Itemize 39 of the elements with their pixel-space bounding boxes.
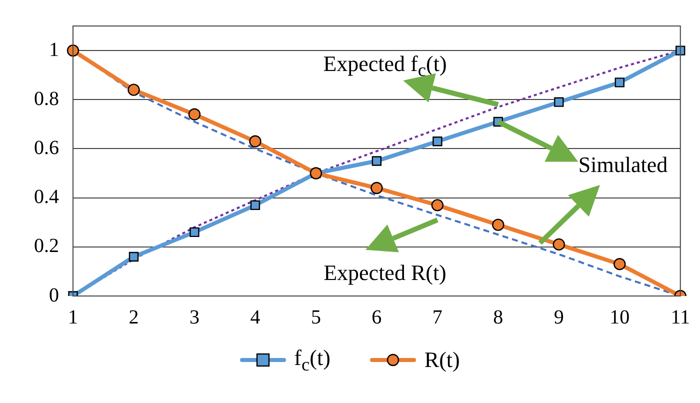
point <box>432 136 442 146</box>
point <box>614 258 626 270</box>
annotation: Expected R(t) <box>324 260 446 286</box>
y-tick-label: 1 <box>49 38 59 61</box>
x-tick-label: 11 <box>670 306 690 328</box>
point <box>370 182 383 194</box>
y-tick-label: 0.8 <box>34 88 59 110</box>
y-tick-label: 0.4 <box>34 186 59 208</box>
point <box>66 44 80 57</box>
y-tick-label: 0.6 <box>34 136 59 159</box>
x-tick-label: 8 <box>493 306 504 328</box>
point <box>676 46 686 56</box>
annotation: Simulated <box>578 152 668 178</box>
point <box>250 200 260 210</box>
point <box>552 238 565 251</box>
point <box>128 84 140 96</box>
annotation: Expected f$_{c}$(t) <box>323 50 447 82</box>
point <box>372 156 382 166</box>
x-tick-label: 5 <box>310 306 321 328</box>
x-tick-label: 10 <box>610 306 630 328</box>
legend-label: f$_{c}$(t) <box>294 345 330 376</box>
point <box>554 97 564 107</box>
x-tick-label: 1 <box>68 306 78 328</box>
point <box>128 252 139 262</box>
point <box>249 135 262 148</box>
point <box>614 78 624 88</box>
x-tick-label: 2 <box>128 306 139 328</box>
y-tick-label: 0 <box>49 284 59 306</box>
point <box>188 108 201 120</box>
point <box>492 218 504 231</box>
x-tick-label: 9 <box>554 306 564 328</box>
point <box>431 199 444 212</box>
x-tick-label: 7 <box>432 306 442 328</box>
point <box>190 227 200 238</box>
x-tick-label: 4 <box>250 306 260 328</box>
x-tick-label: 3 <box>189 306 200 328</box>
x-tick-label: 6 <box>372 306 382 328</box>
legend-label: R(t) <box>424 347 460 374</box>
y-tick-label: 0.2 <box>34 235 59 258</box>
